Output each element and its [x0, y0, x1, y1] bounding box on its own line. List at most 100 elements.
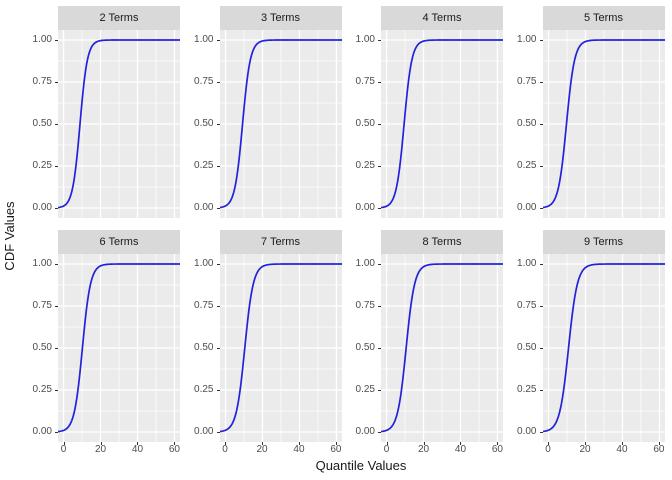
facet-panel: [219, 30, 342, 218]
panel-gridlines: [219, 30, 342, 218]
y-tick-mark: [216, 390, 220, 391]
y-tick-mark: [378, 264, 381, 265]
cdf-curve: [219, 263, 342, 433]
y-tick-label: 0.00: [355, 202, 375, 213]
x-tick-mark: [174, 442, 176, 445]
panel-gridlines: [58, 254, 180, 442]
y-tick-mark: [539, 82, 543, 83]
y-tick-mark: [378, 432, 381, 433]
y-tick-label: 1.00: [517, 34, 537, 45]
y-tick-label: 0.25: [32, 160, 52, 171]
x-tick-mark: [335, 442, 337, 445]
y-tick-label: 0.00: [517, 202, 537, 213]
x-tick-mark: [621, 442, 623, 445]
panel-gridlines: [219, 254, 342, 442]
x-tick-mark: [585, 442, 587, 445]
y-tick-mark: [539, 166, 543, 167]
y-tick-mark: [378, 40, 381, 41]
y-tick-label: 0.25: [355, 384, 375, 395]
x-tick-label: 20: [94, 444, 107, 455]
y-tick-mark: [55, 124, 58, 125]
y-tick-mark: [216, 306, 220, 307]
y-tick-mark: [539, 40, 543, 41]
y-tick-mark: [216, 348, 220, 349]
y-tick-label: 0.75: [517, 300, 537, 311]
panel-gridlines: [542, 30, 665, 218]
y-tick-mark: [216, 166, 220, 167]
y-tick-label: 0.50: [355, 118, 375, 129]
panel-gridlines: [542, 254, 665, 442]
y-tick-label: 0.25: [517, 160, 537, 171]
x-tick-mark: [658, 442, 660, 445]
y-tick-mark: [539, 208, 543, 209]
x-tick-mark: [137, 442, 139, 445]
x-tick-label: 20: [579, 444, 591, 455]
x-tick-mark: [262, 442, 264, 445]
y-tick-mark: [378, 124, 381, 125]
cdf-curve: [542, 39, 665, 209]
y-tick-label: 0.50: [194, 118, 214, 129]
y-tick-label: 0.25: [194, 160, 214, 171]
panel-gridlines: [58, 30, 180, 218]
y-tick-label: 0.00: [517, 426, 537, 437]
y-tick-mark: [539, 348, 543, 349]
x-tick-label: 0: [383, 444, 390, 455]
y-tick-label: 0.50: [194, 342, 214, 353]
facet-panel: [542, 30, 665, 218]
facet-panel: [58, 30, 180, 218]
x-tick-mark: [386, 442, 388, 445]
x-tick-label: 40: [616, 444, 628, 455]
facet-strip: 6 Terms: [58, 230, 180, 254]
y-tick-mark: [539, 264, 543, 265]
y-tick-label: 0.75: [194, 76, 214, 87]
y-tick-mark: [55, 432, 58, 433]
y-tick-mark: [216, 208, 220, 209]
y-tick-label: 0.50: [32, 342, 52, 353]
y-tick-mark: [55, 208, 58, 209]
x-axis-title: Quantile Values: [315, 458, 407, 473]
x-tick-label: 60: [168, 444, 180, 455]
y-tick-label: 0.00: [32, 426, 52, 437]
facet-strip: 8 Terms: [381, 230, 503, 254]
y-tick-label: 0.50: [355, 342, 375, 353]
y-tick-label: 0.75: [32, 76, 52, 87]
facet-panel: [58, 254, 180, 442]
facet-strip: 7 Terms: [219, 230, 342, 254]
y-tick-mark: [378, 82, 381, 83]
y-tick-label: 0.25: [517, 384, 537, 395]
facet-panel: [542, 254, 665, 442]
y-tick-mark: [378, 306, 381, 307]
y-tick-label: 1.00: [32, 34, 52, 45]
y-tick-mark: [55, 40, 58, 41]
y-tick-mark: [539, 390, 543, 391]
cdf-curve: [542, 263, 665, 433]
cdf-curve: [381, 39, 503, 209]
x-tick-label: 0: [60, 444, 67, 455]
y-tick-label: 1.00: [194, 258, 214, 269]
y-tick-label: 0.00: [32, 202, 52, 213]
y-tick-mark: [55, 82, 58, 83]
y-tick-mark: [55, 306, 58, 307]
cdf-curve: [58, 39, 180, 209]
facet-panel: [219, 254, 342, 442]
panel-gridlines: [381, 254, 503, 442]
x-tick-label: 0: [222, 444, 228, 455]
x-tick-label: 20: [256, 444, 268, 455]
x-tick-label: 40: [293, 444, 305, 455]
y-tick-mark: [539, 432, 543, 433]
facet-strip: 9 Terms: [542, 230, 665, 254]
y-tick-mark: [55, 348, 58, 349]
y-tick-mark: [378, 348, 381, 349]
y-tick-mark: [378, 208, 381, 209]
y-tick-label: 0.00: [194, 202, 214, 213]
y-tick-label: 1.00: [194, 34, 214, 45]
y-axis-title: CDF Values: [2, 201, 17, 271]
y-tick-mark: [539, 124, 543, 125]
cdf-curve: [219, 39, 342, 209]
y-tick-label: 0.25: [355, 160, 375, 171]
y-tick-label: 0.75: [32, 300, 52, 311]
y-tick-label: 0.25: [194, 384, 214, 395]
y-tick-label: 0.75: [194, 300, 214, 311]
y-tick-label: 1.00: [517, 258, 537, 269]
